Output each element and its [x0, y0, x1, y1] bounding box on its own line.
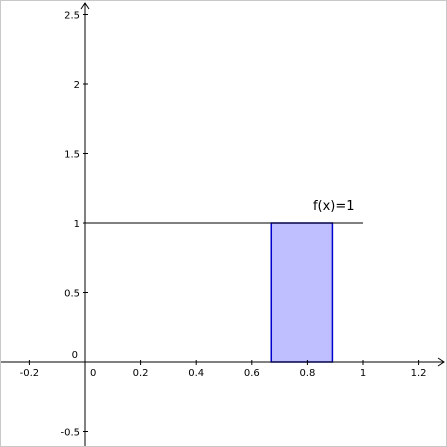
x-tick-label: 1.2	[411, 368, 427, 379]
x-tick-label: 0.2	[133, 368, 149, 379]
x-axis-arrow-icon	[437, 357, 445, 367]
y-axis-arrow-icon	[80, 2, 90, 10]
y-tick-label: 1.5	[64, 150, 80, 161]
x-tick-label: -0.2	[20, 368, 40, 379]
y-tick-label: 2	[74, 80, 80, 91]
x-tick-label: 1	[360, 368, 366, 379]
y-tick-label: 1	[74, 219, 80, 230]
y-tick-label: 2.5	[64, 11, 80, 22]
x-tick-label: 0.6	[244, 368, 260, 379]
y-origin-label: 0	[72, 350, 78, 361]
function-label: f(x)=1	[313, 199, 355, 214]
y-tick-label: -0.5	[60, 428, 80, 439]
y-tick-label: 0.5	[64, 289, 80, 300]
shaded-integral-region	[270, 222, 334, 363]
x-tick-label: 0.4	[188, 368, 204, 379]
x-tick-label: 0.8	[299, 368, 315, 379]
x-origin-label: 0	[90, 368, 96, 379]
